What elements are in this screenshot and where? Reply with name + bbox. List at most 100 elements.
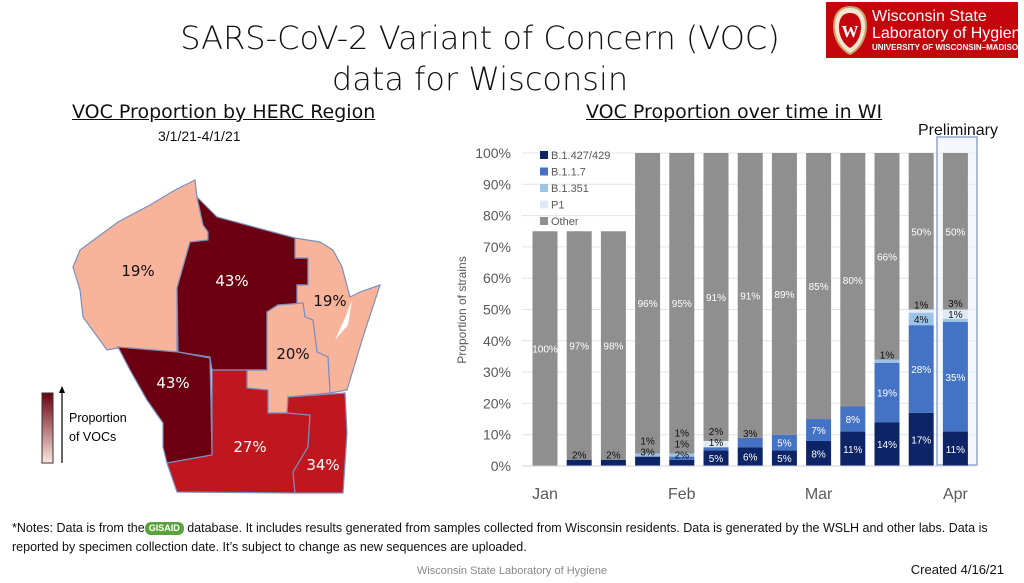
notes: *Notes: Data is from the GISAID database.… <box>12 521 988 554</box>
x-tick-label: Jan <box>532 486 558 503</box>
data-label: 4% <box>914 315 929 326</box>
map-region-southeast[interactable] <box>286 392 348 494</box>
region-label: 19% <box>313 292 346 310</box>
y-tick-label: 50% <box>483 302 511 318</box>
data-label: 8% <box>846 415 861 426</box>
green-bay-water <box>335 300 352 340</box>
data-label: 5% <box>777 439 792 450</box>
x-tick-label: Feb <box>668 486 696 503</box>
y-tick-label: 40% <box>483 333 511 349</box>
data-label: 50% <box>911 227 931 238</box>
legend-entry: B.1.427/429 <box>551 150 610 162</box>
map-region-western[interactable] <box>116 346 213 464</box>
data-label: 17% <box>911 435 931 446</box>
data-label: 5% <box>777 454 792 465</box>
bar-segment-B.1.427/429 <box>737 447 763 466</box>
bar-segment-B.1.427/429 <box>600 459 626 466</box>
y-tick-label: 60% <box>483 270 511 286</box>
legend-entry: Other <box>551 216 579 228</box>
logo-line-3: UNIVERSITY OF WISCONSIN–MADISON <box>872 43 1024 52</box>
y-tick-label: 10% <box>483 427 511 443</box>
bar-segment-Other <box>635 153 661 454</box>
data-label: 11% <box>946 445 965 456</box>
region-label: 43% <box>215 272 248 290</box>
y-tick-label: 30% <box>483 364 511 380</box>
legend-swatch <box>540 184 548 192</box>
data-label: 2% <box>606 451 621 462</box>
data-label: 1% <box>709 438 724 449</box>
bar-segment-B.1.427/429 <box>566 459 592 466</box>
bar-segment-P1 <box>703 440 729 448</box>
map-date-range: 3/1/21-4/1/21 <box>158 128 241 144</box>
bar-segment-Other <box>771 153 797 435</box>
data-label: 96% <box>638 299 658 310</box>
data-label: 1% <box>640 437 655 448</box>
data-label: 1% <box>675 440 690 451</box>
bar-segment-B.1.1.7 <box>908 325 934 413</box>
y-tick-label: 20% <box>483 395 511 411</box>
bar-segment-Other <box>703 153 729 441</box>
bar-segment-P1 <box>942 309 968 319</box>
preliminary-label: Preliminary <box>918 122 998 139</box>
data-label: 85% <box>809 282 829 293</box>
legend-label: Proportion <box>69 411 127 425</box>
slide-title: SARS-CoV-2 Variant of Concern (VOC) data … <box>180 19 780 98</box>
bar-segment-Other <box>566 231 592 460</box>
region-label: 19% <box>121 262 154 280</box>
bar-segment-B.1.427/429 <box>908 412 934 466</box>
chart-title: VOC Proportion over time in WI <box>586 101 883 123</box>
bar-segment-B.1.427/429 <box>942 431 968 466</box>
data-label: 91% <box>740 291 760 302</box>
data-label: 89% <box>774 290 794 301</box>
bar-segment-B.1.1.7 <box>942 322 968 432</box>
legend-entry: B.1.351 <box>551 183 589 195</box>
region-label: 20% <box>276 345 309 363</box>
y-axis-label: Proportion of strains <box>455 256 469 363</box>
bar-segment-B.1.427/429 <box>874 422 900 466</box>
bar-segment-Other <box>737 153 763 438</box>
bar-segment-B.1.427/429 <box>703 450 729 466</box>
data-label: 2% <box>709 427 724 438</box>
region-label: 43% <box>156 374 189 392</box>
region-label: 27% <box>233 438 266 456</box>
data-label: 11% <box>843 445 862 456</box>
y-tick-label: 90% <box>483 176 511 192</box>
crest-icon: W <box>832 5 868 56</box>
gisaid-logo: GISAID <box>144 522 184 536</box>
legend-swatch <box>540 167 548 176</box>
bar-segment-B.1.427/429 <box>771 450 797 466</box>
bar-segment-B.1.427/429 <box>840 431 866 466</box>
data-label: 95% <box>672 299 692 310</box>
legend-entry: B.1.1.7 <box>551 167 586 179</box>
data-label: 1% <box>948 310 963 321</box>
map-title: VOC Proportion by HERC Region <box>72 101 376 123</box>
bar-segment-B.1.1.7 <box>840 406 866 432</box>
created-date: Created 4/16/21 <box>910 562 1004 577</box>
bar-segment-B.1.1.7 <box>771 434 797 451</box>
data-label: 6% <box>743 453 758 464</box>
data-label: 2% <box>675 451 690 462</box>
legend-swatch <box>540 217 548 225</box>
bar-segment-B.1.1.7 <box>669 456 695 460</box>
bar-segment-B.1.351 <box>874 359 900 363</box>
wslh-logo: W Wisconsin State Laboratory of Hygiene … <box>826 2 1024 58</box>
bar-segment-B.1.427/429 <box>635 456 661 466</box>
bar-segment-B.1.351 <box>942 318 968 323</box>
data-label: 1% <box>675 429 690 440</box>
legend-label: of VOCs <box>69 430 116 444</box>
bar-segment-B.1.427/429 <box>806 440 832 466</box>
data-label: 97% <box>569 341 589 352</box>
data-label: 80% <box>843 276 863 287</box>
bar-segment-Other <box>600 231 626 460</box>
voc-chart: 0% 10% 20% 30% 40% 50% 60% 70% 80% 90% 100% Proport… <box>455 122 998 503</box>
bar-segment-B.1.1.7 <box>806 419 832 441</box>
data-label: 50% <box>945 227 965 238</box>
bar-segment-Other <box>669 153 695 454</box>
bar-segment-P1 <box>908 309 934 313</box>
footer: Wisconsin State Laboratory of Hygiene <box>416 565 608 577</box>
legend-swatch <box>540 151 548 159</box>
bar-segment-Other <box>532 231 558 466</box>
y-tick-label: 80% <box>483 208 511 224</box>
legend-entry: P1 <box>551 200 564 212</box>
